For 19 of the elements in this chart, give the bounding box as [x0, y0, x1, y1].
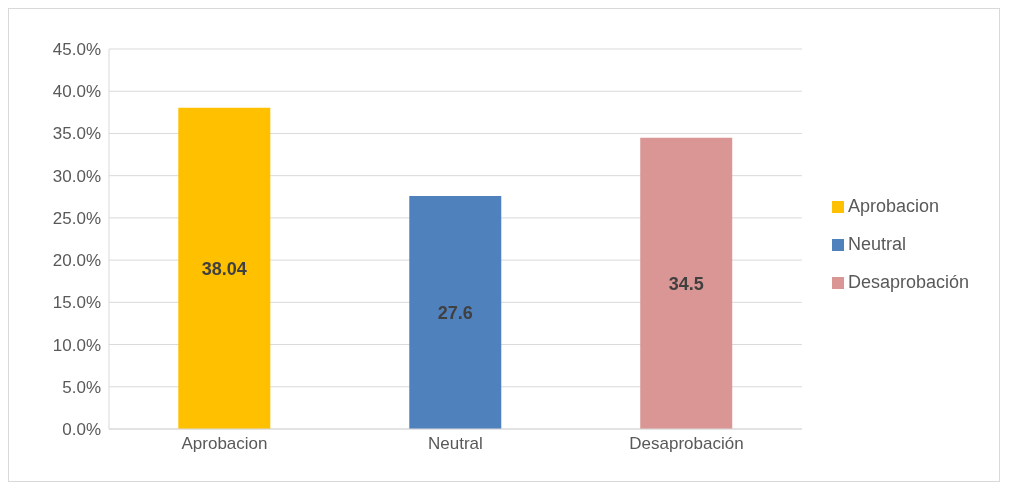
x-tick-label: Desaprobación	[629, 434, 744, 454]
y-tick-label: 5.0%	[62, 377, 101, 397]
y-tick-label: 25.0%	[52, 208, 101, 228]
x-tick-label: Neutral	[428, 434, 483, 454]
y-tick-label: 0.0%	[62, 420, 101, 440]
y-tick-label: 20.0%	[52, 251, 101, 271]
x-tick-label: Aprobacion	[181, 434, 268, 454]
y-tick-label: 40.0%	[52, 82, 101, 102]
y-tick-label: 45.0%	[52, 40, 101, 60]
y-tick-label: 10.0%	[52, 335, 101, 355]
y-tick-label: 15.0%	[52, 293, 101, 313]
y-tick-label: 35.0%	[52, 124, 101, 144]
data-label: 34.5	[668, 273, 704, 294]
data-label: 27.6	[437, 302, 473, 323]
legend-label: Aprobacion	[847, 196, 939, 216]
legend-label: Neutral	[847, 234, 906, 254]
data-label: 38.04	[201, 258, 247, 279]
legend-label: Desaprobación	[847, 272, 969, 292]
y-tick-label: 30.0%	[52, 166, 101, 186]
